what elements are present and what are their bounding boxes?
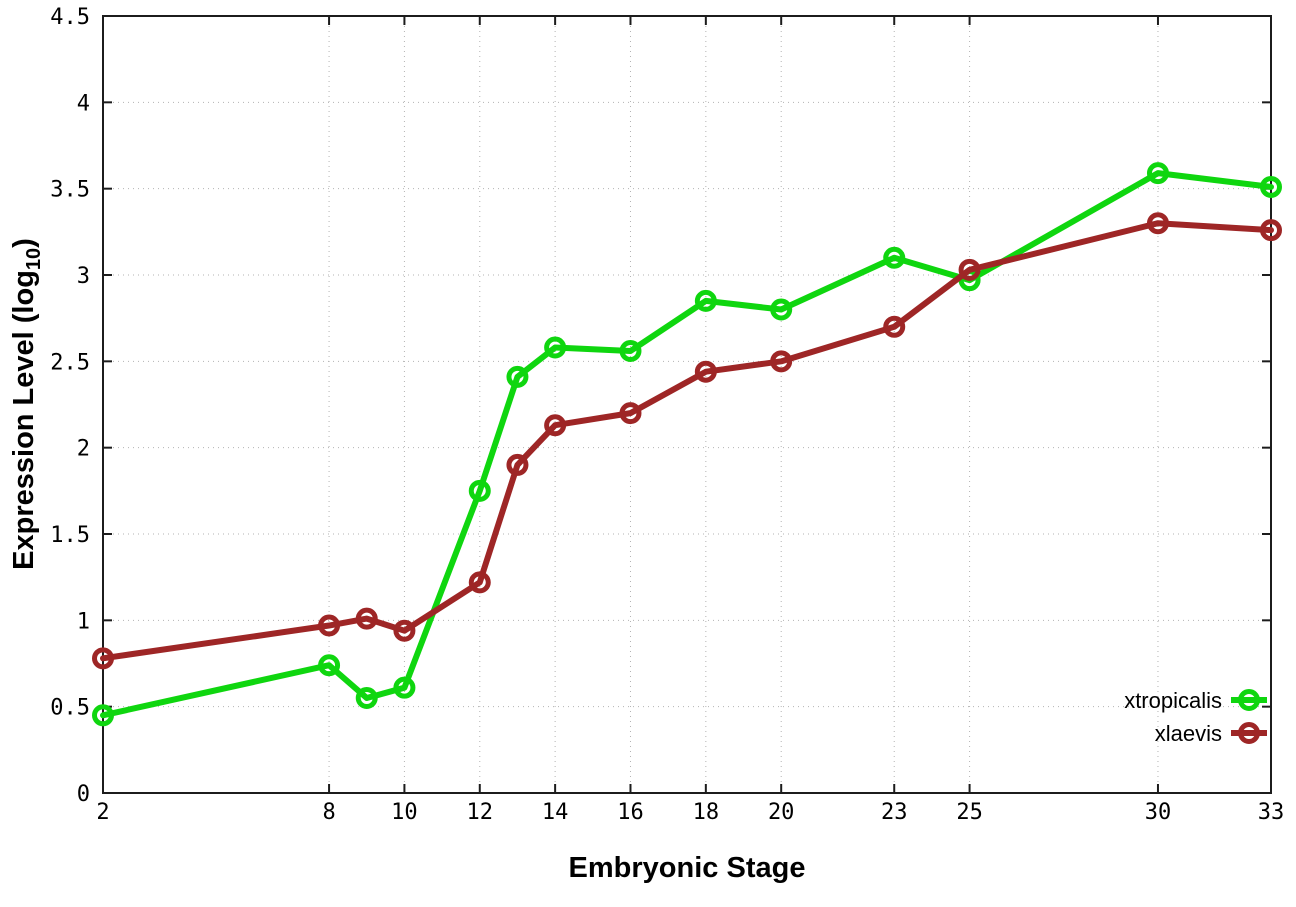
data-point-xlaevis [506,453,529,476]
axes-ticks: 2 8 10 12 14 16 18 20 23 25 30 33 0 0.5 1 1.5 2 2.5 3 3.5 4 4… [50,5,1284,825]
y-axis-title: Expression Level (log10) [8,238,45,570]
data-point-xtropicalis [1260,175,1282,198]
data-point-xlaevis [355,607,378,630]
data-point-xtropicalis [393,676,416,699]
y-axis-title-prefix: Expression Level (log [8,270,40,570]
data-point-xtropicalis [544,336,567,359]
y-axis-title-subscript: 10 [23,248,45,270]
y-tick-label: 1 [77,609,90,634]
x-tick-label: 33 [1258,800,1285,825]
x-tick-label: 8 [322,800,335,825]
y-tick-label: 0 [77,782,90,807]
x-tick-label: 18 [693,800,720,825]
data-point-xlaevis [393,619,416,642]
y-tick-label: 0.5 [50,696,90,721]
plot-area: 2 8 10 12 14 16 18 20 23 25 30 33 0 0.5 1 1.5 2 2.5 3 3.5 4 4… [50,5,1284,825]
x-tick-label: 30 [1145,800,1172,825]
y-tick-label: 1.5 [50,523,90,548]
y-tick-label: 4 [77,91,90,116]
data-point-xlaevis [958,258,981,281]
data-point-xlaevis [318,614,341,637]
legend: xtropicalis xlaevis [1124,688,1267,746]
series-xlaevis [92,212,1282,670]
legend-marker-sample [1238,722,1260,744]
data-point-xtropicalis [770,298,793,321]
y-axis-title-suffix: ) [8,238,40,248]
x-tick-label: 14 [542,800,569,825]
data-point-xlaevis [1260,219,1282,242]
series-line-xlaevis [100,220,1274,662]
x-tick-label: 12 [467,800,494,825]
x-tick-label: 16 [617,800,644,825]
legend-entry-xlaevis: xlaevis [1155,721,1267,746]
data-point-xtropicalis [619,339,642,362]
data-point-xtropicalis [694,289,717,312]
series-xtropicalis [92,162,1282,727]
y-tick-label: 2 [77,437,90,462]
data-point-xlaevis [544,414,567,437]
y-tick-label: 2.5 [50,350,90,375]
data-point-xtropicalis [506,365,529,388]
data-point-xtropicalis [1146,162,1169,185]
x-tick-label: 25 [956,800,983,825]
y-tick-label: 4.5 [50,5,90,30]
legend-marker-sample [1238,689,1260,711]
data-point-xlaevis [694,360,717,383]
data-point-xlaevis [770,350,793,373]
data-point-xlaevis [883,315,906,338]
data-point-xlaevis [1146,212,1169,235]
data-point-xlaevis [619,402,642,425]
data-point-xtropicalis [92,704,114,727]
data-point-xtropicalis [318,654,341,677]
x-tick-label: 20 [768,800,795,825]
plot-border [102,15,1272,794]
data-point-xtropicalis [883,246,906,269]
y-tick-label: 3 [77,264,90,289]
x-tick-label: 23 [881,800,908,825]
data-point-xlaevis [468,571,491,594]
legend-label-xlaevis: xlaevis [1155,721,1222,746]
data-point-xlaevis [92,647,114,670]
x-tick-label: 10 [391,800,418,825]
data-point-xtropicalis [468,479,491,502]
legend-label-xtropicalis: xtropicalis [1124,688,1222,713]
x-tick-label: 2 [96,800,109,825]
legend-entry-xtropicalis: xtropicalis [1124,688,1267,713]
x-axis-title: Embryonic Stage [569,852,806,884]
data-point-xtropicalis [355,687,378,710]
y-tick-label: 3.5 [50,178,90,203]
